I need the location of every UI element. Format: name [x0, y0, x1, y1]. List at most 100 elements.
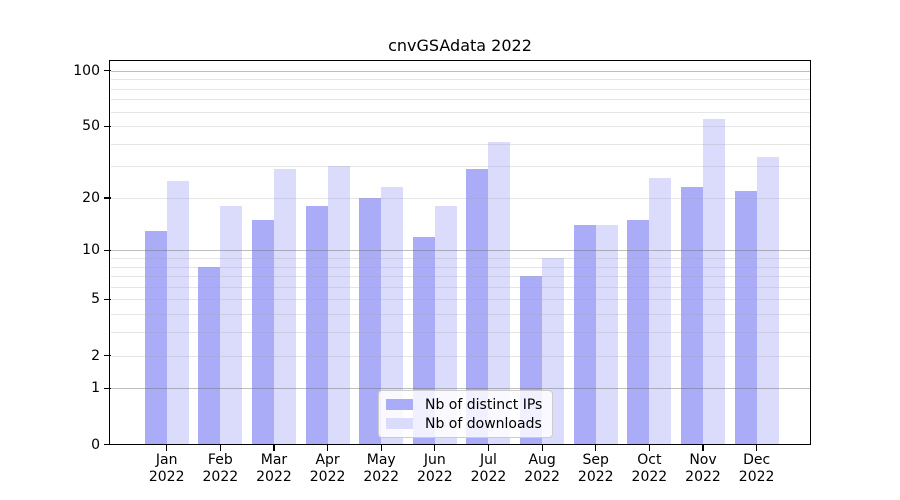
y-tick	[104, 354, 111, 357]
x-tick-label-year: 2022	[738, 468, 775, 485]
gridline-minor	[110, 166, 811, 168]
legend-item-distinct-ips: Nb of distinct IPs	[386, 395, 542, 414]
gridline-minor	[110, 299, 811, 301]
chart-title: cnvGSAdata 2022	[388, 36, 532, 55]
x-tick-label-year: 2022	[256, 468, 292, 485]
bar-distinct-ips	[627, 219, 650, 445]
x-tick-label-year: 2022	[524, 468, 560, 485]
gridline-major	[110, 250, 811, 252]
y-tick	[104, 197, 111, 199]
x-tick-label: Nov 2022	[671, 452, 735, 486]
x-tick-label-year: 2022	[685, 468, 721, 485]
gridline-minor	[110, 143, 811, 145]
legend-label-distinct-ips: Nb of distinct IPs	[425, 396, 543, 413]
gridline-minor	[110, 111, 811, 113]
x-tick-label: Feb 2022	[188, 452, 252, 486]
gridline-minor	[110, 258, 811, 260]
x-tick-label-year: 2022	[417, 468, 453, 485]
gridline-minor	[110, 88, 811, 90]
bar-downloads	[273, 169, 296, 445]
x-tick-label-year: 2022	[148, 468, 185, 485]
x-tick	[380, 444, 382, 451]
y-tick	[104, 125, 111, 127]
x-tick-label-year: 2022	[577, 468, 614, 485]
x-tick	[434, 444, 436, 451]
bar-downloads	[166, 180, 189, 445]
x-tick-label-month: Nov	[689, 451, 717, 468]
x-tick	[541, 444, 543, 451]
y-tick-label: 10	[82, 242, 100, 259]
bar-downloads	[756, 156, 779, 445]
x-tick-label-month: Mar	[260, 451, 288, 468]
x-tick	[166, 444, 168, 451]
bar-distinct-ips	[144, 230, 167, 445]
bar-downloads	[327, 166, 350, 445]
x-tick-label-month: Aug	[528, 451, 556, 468]
x-tick	[273, 444, 275, 451]
x-tick-label-year: 2022	[309, 468, 346, 485]
bar-downloads	[488, 141, 511, 445]
x-tick-label-month: Dec	[743, 451, 771, 468]
x-tick-label-year: 2022	[363, 468, 400, 485]
x-tick	[487, 444, 490, 451]
bar-downloads	[595, 225, 618, 445]
bar-distinct-ips	[251, 219, 274, 445]
x-tick-label: Jun 2022	[403, 452, 467, 486]
gridline-minor	[110, 266, 811, 268]
bar-downloads	[381, 187, 404, 445]
x-tick-label: Sep 2022	[564, 452, 628, 486]
legend: Nb of distinct IPs Nb of downloads	[378, 390, 554, 438]
legend-item-downloads: Nb of downloads	[386, 414, 542, 433]
x-tick-label-year: 2022	[202, 468, 239, 485]
bar-downloads	[220, 206, 243, 445]
bar-downloads	[649, 177, 672, 445]
y-tick	[104, 70, 111, 72]
x-tick-label-month: Jul	[480, 451, 497, 468]
gridline-minor	[110, 99, 811, 101]
y-tick	[104, 249, 111, 251]
x-tick-label: Apr 2022	[296, 452, 360, 486]
y-tick	[104, 387, 111, 389]
x-tick-label-month: Apr	[315, 451, 340, 468]
bar-distinct-ips	[359, 197, 382, 445]
x-tick-label: Oct 2022	[617, 452, 681, 486]
bar-distinct-ips	[198, 266, 221, 445]
gridline-minor	[110, 314, 811, 316]
y-tick-label: 100	[73, 62, 100, 79]
x-tick-label: Dec 2022	[725, 452, 789, 486]
bar-distinct-ips	[305, 206, 328, 445]
x-tick	[756, 444, 758, 451]
x-tick	[326, 444, 329, 451]
x-tick-label: May 2022	[349, 452, 413, 486]
x-tick-label-month: Jun	[423, 451, 446, 468]
bar-distinct-ips	[573, 225, 596, 445]
gridline-major	[110, 388, 811, 390]
y-tick-label: 1	[91, 380, 100, 397]
legend-label-downloads: Nb of downloads	[425, 415, 542, 432]
y-tick-label: 50	[82, 118, 100, 135]
bar-distinct-ips	[466, 169, 489, 445]
gridline-minor	[110, 332, 811, 334]
x-tick-label: Jul 2022	[456, 452, 520, 486]
y-tick	[104, 298, 111, 300]
x-tick	[595, 444, 597, 451]
x-tick-label-month: May	[366, 451, 396, 468]
y-tick-label: 0	[91, 436, 100, 453]
gridline-minor	[110, 276, 811, 278]
x-tick	[702, 444, 704, 451]
gridline-minor	[110, 198, 811, 199]
x-tick-label-month: Jan	[155, 451, 178, 468]
y-tick-label: 2	[91, 347, 100, 364]
x-tick-label: Mar 2022	[242, 452, 306, 486]
legend-swatch-downloads	[386, 418, 413, 429]
bar-distinct-ips	[681, 187, 703, 445]
x-tick-label-year: 2022	[631, 468, 668, 485]
x-tick-label: Jan 2022	[135, 452, 199, 486]
gridline-minor	[110, 126, 811, 128]
bar-downloads	[434, 206, 457, 445]
x-tick-label-month: Feb	[207, 451, 233, 468]
y-tick	[104, 443, 111, 446]
gridline-minor	[110, 286, 811, 288]
gridline-minor	[110, 355, 811, 357]
